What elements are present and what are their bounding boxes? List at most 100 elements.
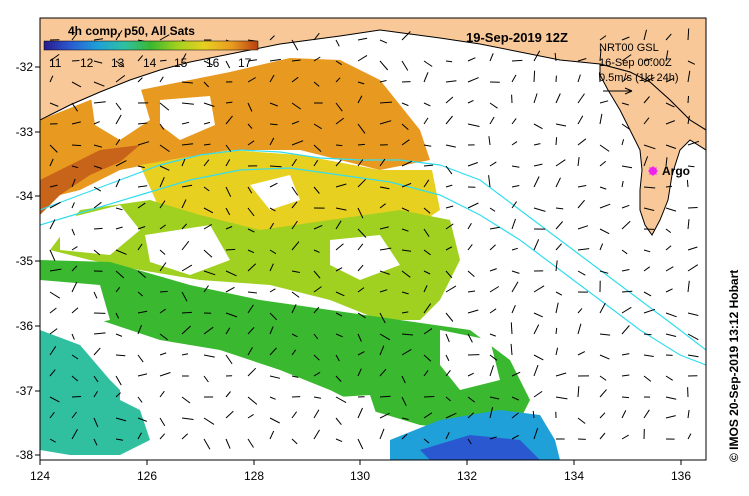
current-vector-arrow (49, 158, 54, 167)
current-vector-arrow (181, 353, 189, 356)
current-vector-arrow (621, 76, 629, 83)
current-vector-arrow (599, 333, 611, 336)
current-vector-arrow (335, 77, 341, 83)
current-vector-arrow (71, 102, 79, 112)
current-vector-arrow (621, 123, 631, 130)
argo-label: Argo (662, 164, 690, 178)
current-vector-arrow (423, 270, 431, 275)
current-vector-arrow (599, 144, 610, 152)
current-vector-arrow (49, 249, 56, 262)
current-vector-arrow (71, 411, 77, 419)
current-vector-arrow (181, 433, 189, 440)
current-vector-arrow (357, 37, 368, 41)
current-vector-arrow (687, 165, 695, 168)
current-vector-arrow (203, 102, 215, 107)
current-vector-arrow (159, 165, 170, 171)
current-vector-arrow (247, 438, 254, 448)
current-vector-arrow (687, 409, 690, 419)
current-vector-arrow (357, 54, 368, 62)
current-vector-arrow (159, 372, 171, 377)
current-vector-arrow (401, 249, 412, 252)
lat-tick-label: -32 (16, 60, 34, 74)
current-vector-arrow (489, 286, 500, 293)
current-vector-arrow (423, 249, 431, 256)
current-vector-arrow (71, 333, 75, 340)
current-vector-arrow (489, 365, 494, 377)
current-vector-arrow (115, 226, 123, 230)
current-vector-arrow (467, 202, 479, 209)
lat-axis: -32 -33 -34 -35 -36 -37 -38 (16, 60, 40, 462)
current-vector-arrow (533, 324, 540, 335)
current-vector-arrow (181, 158, 186, 167)
current-vector-arrow (621, 353, 630, 356)
current-vector-arrow (181, 240, 190, 251)
current-vector-arrow (335, 375, 342, 382)
current-vector-arrow (532, 410, 535, 419)
current-vector-arrow (555, 93, 561, 104)
current-vector-arrow (379, 270, 390, 275)
current-vector-arrow (555, 137, 558, 146)
current-vector-arrow (115, 139, 121, 146)
current-vector-arrow (621, 374, 630, 377)
current-vector-arrow (555, 291, 563, 296)
legend-line: 0.5m/s (1kt 24h) (599, 72, 678, 84)
current-vector-arrow (115, 392, 121, 398)
current-vector-arrow (357, 312, 366, 319)
current-vector-arrow (643, 186, 656, 189)
current-vector-arrow (115, 160, 127, 167)
current-vector-arrow (423, 303, 432, 314)
current-vector-arrow (621, 410, 627, 419)
current-vector-arrow (71, 144, 82, 147)
current-vector-arrow (423, 60, 433, 67)
current-vector-arrow (423, 370, 429, 377)
sst-deep-orange-band (40, 145, 140, 215)
current-vector-arrow (313, 249, 320, 253)
current-vector-arrow (269, 396, 276, 400)
current-vector-arrow (115, 354, 126, 357)
current-vector-arrow (577, 323, 582, 335)
current-vector-arrow (335, 183, 347, 188)
current-vector-arrow (533, 143, 541, 146)
current-vector-arrow (665, 333, 677, 337)
current-vector-arrow (621, 165, 633, 169)
current-vector-arrow (49, 144, 58, 153)
current-vector-arrow (555, 177, 561, 188)
current-vector-arrow (401, 433, 408, 440)
current-vector-arrow (511, 118, 517, 125)
colorbar-tick: 17 (238, 56, 252, 70)
current-vector-arrow (687, 95, 689, 104)
current-vector-arrow (225, 286, 235, 293)
current-vector-arrow (599, 389, 607, 398)
current-vector-arrow (181, 53, 187, 62)
current-vector-arrow (599, 302, 606, 314)
current-vector-arrow (93, 249, 101, 256)
current-vector-arrow (115, 417, 127, 422)
colorbar-gradient (43, 40, 259, 51)
current-vector-arrow (401, 333, 414, 336)
current-vector-arrow (137, 354, 144, 363)
current-vector-arrow (511, 412, 519, 419)
current-vector-arrow (137, 291, 144, 297)
current-vector-arrow (665, 375, 673, 381)
current-vector-arrow (137, 310, 148, 314)
current-vector-arrow (313, 56, 321, 62)
current-vector-arrow (137, 55, 144, 62)
current-vector-arrow (137, 165, 145, 169)
current-vector-arrow (687, 140, 700, 146)
current-vector-arrow (203, 285, 209, 293)
current-vector-arrow (49, 75, 54, 83)
current-vector-arrow (335, 39, 340, 47)
current-vector-arrow (313, 409, 320, 419)
current-vector-arrow (335, 159, 342, 167)
current-vector-arrow (599, 243, 604, 251)
current-vector-arrow (599, 228, 610, 235)
current-vector-arrow (313, 270, 321, 279)
current-vector-arrow (423, 412, 433, 419)
current-vector-arrow (93, 38, 104, 41)
current-vector-arrow (137, 202, 146, 209)
current-vector-arrow (599, 375, 607, 381)
current-vector-arrow (49, 438, 56, 443)
colorbar-tick: 12 (80, 56, 94, 70)
current-vector-arrow (423, 102, 431, 107)
current-vector-arrow (335, 60, 342, 66)
